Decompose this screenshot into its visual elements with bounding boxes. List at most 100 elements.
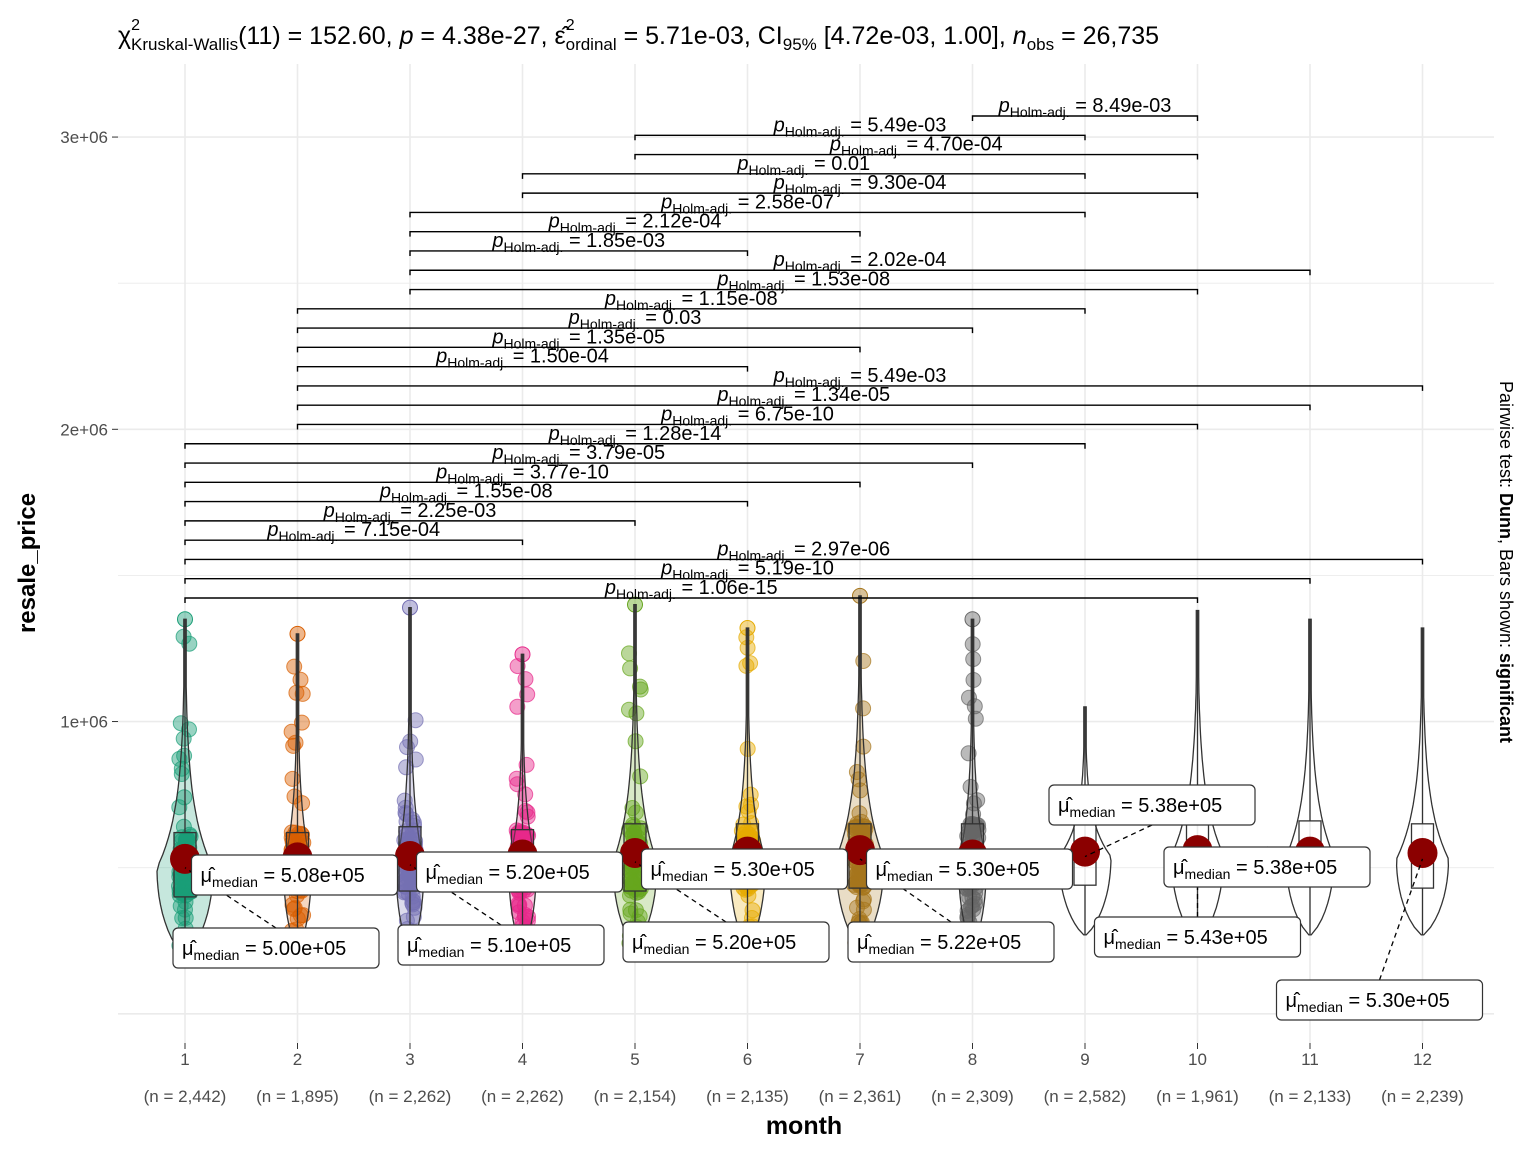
x-tick-label: 4 [518, 1050, 527, 1069]
data-point [624, 874, 641, 891]
comparison-bracket [184, 539, 524, 546]
comparison-label: pHolm-adj. = 1.28e-14 [548, 423, 722, 448]
caption: Pairwise test: Dunn, Bars shown: signifi… [1496, 381, 1516, 743]
x-axis-title: month [766, 1112, 842, 1140]
violins-layer [156, 587, 1450, 964]
comparison-bracket [184, 578, 1311, 584]
data-point [742, 655, 759, 672]
data-point [292, 671, 309, 688]
comparison-bracket [634, 153, 1199, 160]
median-label: μ̂median = 5.00e+05 [182, 938, 346, 963]
comparison-label: pHolm-adj. = 0.03 [568, 307, 702, 332]
data-point [622, 901, 639, 918]
comparison-bracket [184, 443, 1086, 449]
comparison-bracket [409, 269, 1311, 276]
comparison-label: pHolm-adj. = 1.55e-08 [379, 481, 553, 506]
y-tick-label: 1e+06 [60, 713, 108, 732]
comparison-bracket [971, 115, 1199, 121]
comparison-label: pHolm-adj. = 1.53e-08 [716, 269, 890, 294]
median-label-box [1048, 784, 1256, 826]
comparison-label: pHolm-adj. = 2.97e-06 [716, 538, 890, 563]
x-n-label: (n = 2,582) [1044, 1087, 1127, 1106]
comparison-label: pHolm-adj. = 6.75e-10 [660, 403, 834, 428]
comparison-label: pHolm-adj. = 2.58e-07 [660, 191, 834, 216]
x-n-label: (n = 2,361) [819, 1087, 902, 1106]
median-label-box [415, 851, 624, 893]
comparison-label: pHolm-adj. = 1.50e-04 [435, 346, 609, 371]
comparison-bracket [409, 211, 1086, 218]
median-label-box [397, 924, 605, 966]
median-label-box [1093, 916, 1302, 958]
comparison-label: pHolm-adj. = 1.15e-08 [604, 288, 778, 313]
data-point [171, 750, 188, 767]
comparison-label: pHolm-adj. = 1.35e-05 [491, 326, 665, 351]
data-point [967, 895, 984, 912]
median-label: μ̂median = 5.30e+05 [651, 859, 815, 884]
x-n-label: (n = 2,309) [931, 1087, 1014, 1106]
median-label-connector [1084, 824, 1153, 858]
median-label-box [1275, 979, 1484, 1021]
comparison-bracket [296, 365, 749, 372]
x-n-label: (n = 2,239) [1381, 1087, 1464, 1106]
median-label: μ̂median = 5.22e+05 [857, 932, 1021, 957]
data-point [962, 778, 979, 795]
median-label: μ̂median = 5.30e+05 [1286, 990, 1450, 1015]
x-tick-label: 8 [968, 1050, 977, 1069]
comparison-bracket [184, 481, 861, 488]
comparison-bracket [296, 308, 1086, 314]
comparison-bracket [184, 597, 1199, 603]
x-tick-label: 1 [180, 1050, 189, 1069]
comparison-bracket [409, 250, 749, 256]
comparison-label: pHolm-adj. = 5.49e-03 [773, 365, 947, 390]
comparison-label: pHolm-adj. = 5.49e-03 [773, 114, 947, 139]
data-point [966, 891, 983, 908]
x-tick-label: 11 [1301, 1050, 1319, 1069]
median-label: μ̂median = 5.20e+05 [632, 932, 796, 957]
comparison-label: pHolm-adj. = 2.25e-03 [323, 500, 497, 525]
data-point [286, 658, 303, 675]
comparison-label: pHolm-adj. = 3.79e-05 [491, 442, 665, 467]
x-tick-label: 10 [1188, 1050, 1207, 1069]
x-tick-label: 5 [630, 1050, 639, 1069]
comparison-bracket [634, 134, 1086, 141]
comparison-label: pHolm-adj. = 2.12e-04 [548, 211, 722, 236]
x-n-label: (n = 2,262) [369, 1087, 452, 1106]
median-label-box [847, 921, 1055, 963]
data-point [404, 896, 421, 913]
comparison-bracket [184, 520, 636, 526]
comparison-bracket [184, 500, 749, 507]
comparison-bracket [409, 230, 861, 237]
data-point [627, 804, 644, 821]
comparison-bracket [409, 288, 1199, 295]
x-n-label: (n = 1,895) [256, 1087, 339, 1106]
data-point [625, 816, 641, 833]
median-label-connector [1378, 858, 1424, 981]
comparison-label: pHolm-adj. = 1.06e-15 [604, 577, 778, 602]
median-label: μ̂median = 5.38e+05 [1058, 795, 1222, 820]
x-n-label: (n = 2,442) [144, 1087, 227, 1106]
x-tick-label: 6 [743, 1050, 752, 1069]
comparison-label: pHolm-adj. = 1.34e-05 [716, 384, 890, 409]
comparison-label: pHolm-adj. = 9.30e-04 [773, 172, 947, 197]
comparison-bracket [184, 558, 1424, 565]
x-n-label: (n = 2,135) [706, 1087, 789, 1106]
x-tick-label: 3 [405, 1050, 414, 1069]
comparison-bracket [296, 404, 1311, 411]
y-axis-title: resale_price [14, 493, 41, 633]
x-tick-label: 12 [1413, 1050, 1432, 1069]
comparison-label: pHolm-adj. = 4.70e-04 [829, 134, 1003, 159]
comparison-label: pHolm-adj. = 0.01 [736, 153, 870, 178]
comparison-bracket [296, 346, 861, 353]
comparison-label: pHolm-adj. = 3.77e-10 [435, 461, 609, 486]
data-point [284, 896, 301, 913]
violin [1170, 609, 1225, 942]
comparison-label: pHolm-adj. = 5.19e-10 [660, 558, 834, 583]
x-n-label: (n = 1,961) [1156, 1087, 1239, 1106]
comparison-bracket [296, 423, 1199, 430]
x-tick-label: 7 [855, 1050, 864, 1069]
data-point [174, 910, 191, 926]
comparison-label: pHolm-adj. = 2.02e-04 [773, 249, 947, 274]
chart-title: χ2 Kruskal-Wallis(11) = 152.60, p = 4.38e… [118, 17, 1159, 54]
comparison-label: pHolm-adj. = 1.85e-03 [491, 230, 665, 255]
